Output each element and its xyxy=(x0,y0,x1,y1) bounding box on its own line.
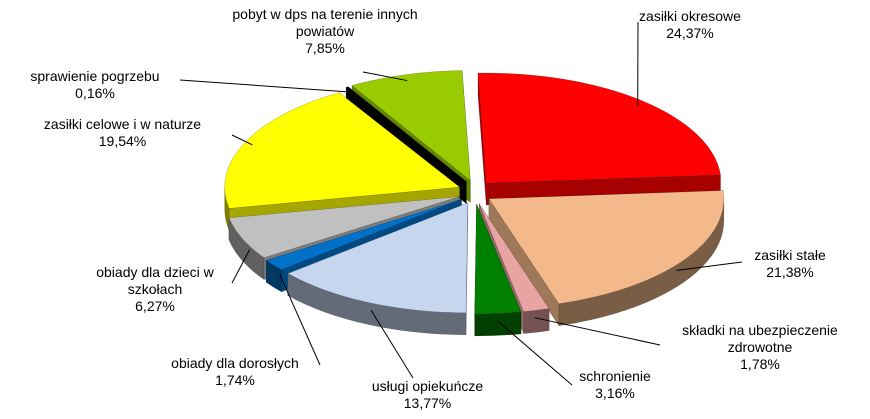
slice-label: obiady dla dzieci w szkołach 6,27% xyxy=(75,264,235,315)
slice-value: 24,37% xyxy=(666,25,714,41)
slice-name: zasiłki okresowe xyxy=(639,8,741,24)
slice-name: składki na ubezpieczenie zdrowotne xyxy=(682,322,838,355)
leader-line xyxy=(496,320,573,386)
slice-name: pobyt w dps na terenie innych powiatów xyxy=(232,6,418,39)
slice xyxy=(488,190,725,305)
slice-label: pobyt w dps na terenie innych powiatów 7,… xyxy=(225,6,425,57)
slice-value: 6,27% xyxy=(135,298,175,314)
slice-label: usługi opiekuńcze 13,77% xyxy=(345,378,510,412)
leader-line xyxy=(179,79,352,93)
slice-name: zasiłki celowe i w naturze xyxy=(43,116,202,132)
slice xyxy=(474,203,522,315)
slice-name: obiady dla dorosłych xyxy=(171,355,299,371)
slice-value: 13,77% xyxy=(403,395,452,411)
slice-value: 19,54% xyxy=(98,133,147,149)
slice xyxy=(287,202,469,314)
slice-value: 0,16% xyxy=(75,85,115,101)
slice xyxy=(228,196,460,258)
slice-label: zasiłki stałe 21,38% xyxy=(735,247,845,281)
slice-label: zasiłki okresowe 24,37% xyxy=(620,8,760,42)
leader-line xyxy=(676,261,743,271)
slice xyxy=(265,198,462,271)
slice-value: 1,78% xyxy=(740,356,780,372)
leader-line xyxy=(231,249,251,284)
slice-value: 7,85% xyxy=(305,40,345,56)
slice-name: sprawienie pogrzebu xyxy=(30,68,160,84)
slice-value: 1,74% xyxy=(215,372,255,388)
leader-line xyxy=(231,134,253,146)
slice-name: schronienie xyxy=(579,368,651,384)
slice xyxy=(345,86,467,182)
leader-line xyxy=(534,317,661,346)
slice-label: sprawienie pogrzebu 0,16% xyxy=(5,68,185,102)
slice-label: zasiłki celowe i w naturze 19,54% xyxy=(10,116,235,150)
slice-label: obiady dla dorosłych 1,74% xyxy=(150,355,320,389)
slice xyxy=(477,72,721,184)
slice-label: schronienie 3,16% xyxy=(570,368,660,402)
slice-name: usługi opiekuńcze xyxy=(371,378,484,394)
slice xyxy=(478,203,550,312)
slice-value: 3,16% xyxy=(595,385,635,401)
slice-name: zasiłki stałe xyxy=(754,247,826,263)
leader-line xyxy=(362,71,408,82)
slice-side xyxy=(523,308,550,334)
slice-label: składki na ubezpieczenie zdrowotne 1,78% xyxy=(655,322,865,373)
slice-value: 21,38% xyxy=(766,264,814,280)
leader-line xyxy=(370,309,414,379)
slice xyxy=(351,70,471,182)
slice-name: obiady dla dzieci w szkołach xyxy=(96,264,214,297)
leader-line xyxy=(279,274,321,366)
slice xyxy=(224,92,461,209)
slice-side xyxy=(474,311,522,337)
